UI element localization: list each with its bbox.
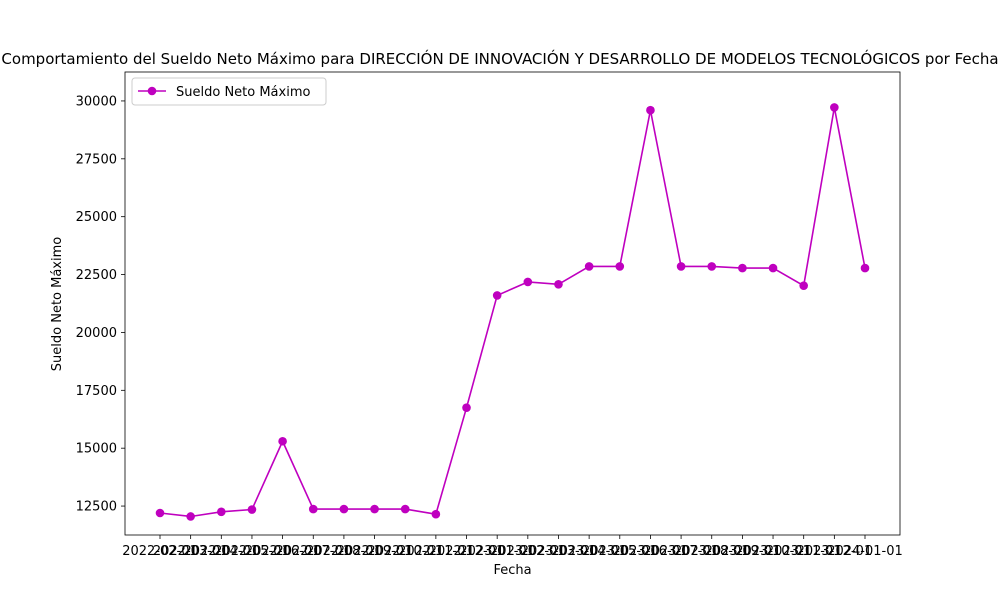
x-tick-label: 2024-01-01 <box>827 544 903 559</box>
legend-box <box>131 77 327 106</box>
x-tick-label: 2022-12-01 <box>429 544 505 559</box>
data-point <box>676 262 686 271</box>
x-tick-label: 2023-11-01 <box>766 544 842 559</box>
x-axis: 2022-02-012022-03-012022-04-012022-05-01… <box>122 535 903 559</box>
x-tick-label: 2022-03-01 <box>153 544 229 559</box>
x-tick-label: 2023-08-01 <box>674 544 750 559</box>
plot-area <box>124 71 901 536</box>
y-tick-label: 20000 <box>76 326 117 341</box>
data-point <box>860 263 870 273</box>
data-point <box>707 262 717 271</box>
data-point <box>186 512 195 521</box>
x-tick-label: 2023-03-01 <box>521 544 597 559</box>
data-point <box>584 262 594 271</box>
data-point <box>646 105 655 115</box>
data-point <box>554 279 563 289</box>
data-point <box>339 504 349 514</box>
data-point <box>738 263 747 273</box>
legend-label: Sueldo Neto Máximo <box>176 85 310 100</box>
y-tick-label: 22500 <box>76 268 117 283</box>
x-tick-label: 2023-07-01 <box>643 544 719 559</box>
y-tick-label: 15000 <box>76 442 117 457</box>
data-point <box>799 281 808 290</box>
x-axis-label: Fecha <box>493 563 531 578</box>
x-tick-label: 2022-11-01 <box>398 544 474 559</box>
x-tick-label: 2022-05-01 <box>214 544 290 559</box>
x-tick-label: 2023-04-01 <box>551 544 627 559</box>
data-point <box>278 436 287 446</box>
y-tick-label: 27500 <box>76 152 117 167</box>
x-tick-label: 2023-05-01 <box>582 544 658 559</box>
series-line <box>159 107 866 518</box>
x-tick-label: 2023-12-01 <box>797 544 873 559</box>
x-tick-label: 2022-06-01 <box>245 544 321 559</box>
y-tick-label: 30000 <box>76 94 117 109</box>
legend: Sueldo Neto Máximo <box>131 77 327 106</box>
x-tick-label: 2022-02-01 <box>122 544 198 559</box>
data-point <box>492 291 502 300</box>
x-tick-label: 2023-06-01 <box>613 544 689 559</box>
data-point <box>830 103 839 112</box>
x-tick-label: 2022-08-01 <box>306 544 382 559</box>
plot-frame <box>124 71 901 536</box>
data-point <box>370 504 379 514</box>
data-point <box>768 263 778 273</box>
y-tick-label: 12500 <box>76 500 117 515</box>
x-tick-label: 2023-09-01 <box>705 544 781 559</box>
data-point <box>615 262 625 271</box>
x-tick-label: 2023-10-01 <box>735 544 811 559</box>
data-point <box>431 509 441 519</box>
x-tick-label: 2022-07-01 <box>275 544 351 559</box>
data-point <box>462 403 471 412</box>
y-axis: 12500 15000 17500 20000 22500 25000 27500 30000 <box>76 94 125 515</box>
chart-title: Comportamiento del Sueldo Neto Máximo pa… <box>1 49 998 68</box>
data-point <box>308 504 318 514</box>
x-tick-label: 2022-10-01 <box>367 544 443 559</box>
data-point <box>155 508 165 518</box>
y-tick-label: 17500 <box>76 384 117 399</box>
x-tick-label: 2022-04-01 <box>184 544 260 559</box>
legend-marker <box>147 86 157 96</box>
x-tick-label: 2023-02-01 <box>490 544 566 559</box>
y-tick-label: 25000 <box>76 210 117 225</box>
series-layer <box>155 103 870 521</box>
x-tick-label: 2022-09-01 <box>337 544 413 559</box>
data-point <box>523 277 533 287</box>
y-axis-label: Sueldo Neto Máximo <box>50 237 65 371</box>
data-point <box>247 505 257 514</box>
data-point <box>400 504 410 514</box>
x-tick-label: 2023-01-01 <box>459 544 535 559</box>
data-point <box>217 507 226 517</box>
